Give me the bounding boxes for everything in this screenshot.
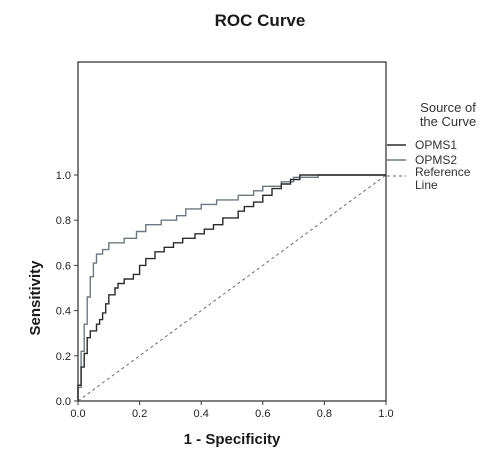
- legend-title-line1: Source of: [420, 100, 476, 115]
- x-axis-label: 1 - Specificity: [184, 431, 281, 448]
- y-tick-label: 1.0: [56, 170, 71, 182]
- x-tick-label: 0.6: [255, 408, 270, 420]
- roc-curve-opms1: [77, 174, 386, 401]
- chart-title: ROC Curve: [215, 11, 306, 30]
- x-tick-label: 0.0: [70, 408, 85, 420]
- legend-label-opms2: OPMS2: [415, 153, 457, 167]
- legend-label-reference-line1: Reference: [415, 165, 471, 179]
- legend: Source of the Curve OPMS1 OPMS2 Referenc…: [387, 100, 476, 192]
- x-tick-label: 0.4: [194, 408, 209, 420]
- reference-line: [77, 174, 387, 402]
- y-tick-label: 0.2: [56, 351, 71, 363]
- y-axis-label: Sensitivity: [27, 260, 44, 336]
- legend-label-reference-line2: Line: [415, 178, 438, 192]
- x-tick-label: 0.2: [132, 408, 147, 420]
- legend-title-line2: the Curve: [420, 114, 476, 129]
- plot-frame: [77, 61, 387, 402]
- y-tick-label: 0.6: [56, 260, 71, 272]
- roc-curve-opms2: [77, 174, 386, 401]
- y-tick-label: 0.0: [56, 396, 71, 408]
- x-tick-label: 0.8: [317, 408, 332, 420]
- y-tick-label: 0.4: [56, 306, 71, 318]
- legend-label-opms1: OPMS1: [415, 138, 457, 152]
- y-tick-label: 0.8: [56, 215, 71, 227]
- x-tick-label: 1.0: [378, 408, 393, 420]
